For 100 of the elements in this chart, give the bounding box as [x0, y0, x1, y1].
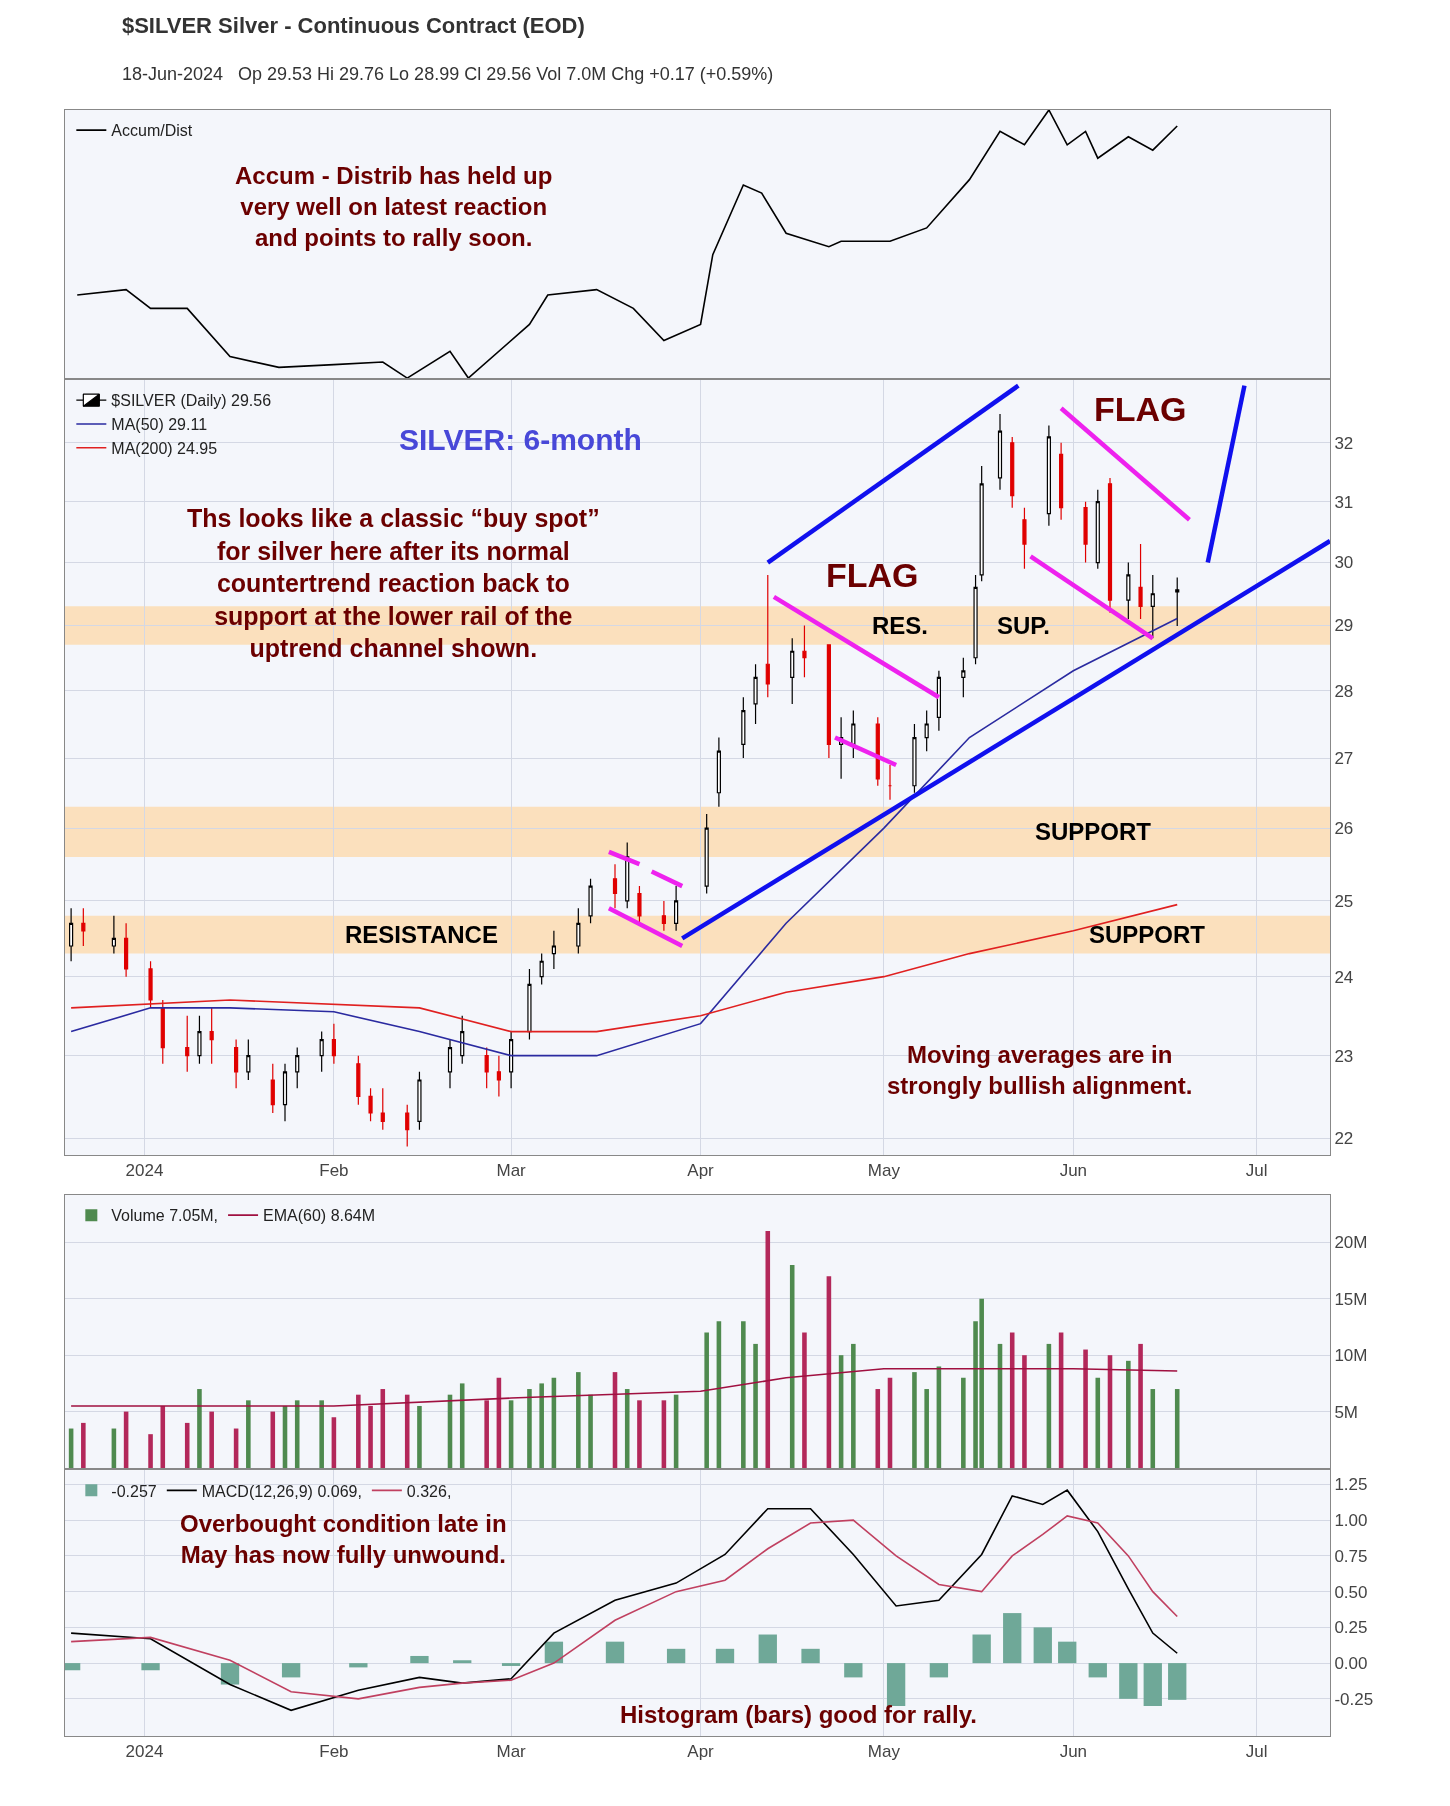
bar [184, 1422, 190, 1469]
candlestick [979, 465, 984, 582]
legend-label: 0.326, [406, 1482, 452, 1500]
legend-label: MA(200) 24.95 [111, 440, 218, 458]
annotation: Overbought condition late in May has now fully unwound. [180, 1510, 507, 1569]
bar [875, 1389, 881, 1469]
bar [1126, 1360, 1131, 1469]
bar [356, 1394, 361, 1469]
candlestick [417, 1071, 422, 1131]
candlestick [1126, 561, 1131, 620]
legend-label: Accum/Dist [111, 122, 193, 140]
candlestick [637, 885, 642, 924]
bar [801, 1648, 820, 1664]
x-tick-label: Apr [687, 1161, 715, 1181]
bar [912, 1372, 917, 1469]
bar [1033, 1627, 1052, 1664]
bar [1138, 1343, 1143, 1469]
candlestick [887, 764, 893, 801]
y-tick-label: 31 [1334, 492, 1354, 512]
bar [294, 1400, 300, 1469]
y-tick-label: 28 [1334, 681, 1354, 701]
candlestick [961, 657, 966, 698]
y-tick-label: 5M [1334, 1402, 1359, 1422]
annotation: SILVER: 6-month [399, 423, 642, 456]
bar [1174, 1389, 1180, 1469]
y-tick-label: -0.25 [1334, 1689, 1374, 1709]
chart-title: $SILVER Silver - Continuous Contract (EOD) [121, 13, 585, 39]
x-tick-label: Apr [687, 1742, 715, 1762]
bar [349, 1663, 368, 1668]
bar [501, 1663, 521, 1666]
x-tick-label: May [867, 1161, 901, 1181]
annotation: FLAG [1094, 390, 1187, 428]
bar [605, 1641, 625, 1664]
bar [527, 1389, 532, 1469]
candlestick [912, 723, 917, 794]
candlestick [460, 1015, 465, 1065]
y-tick-label: 0.50 [1334, 1582, 1368, 1602]
candlestick [588, 878, 593, 924]
bar [624, 1389, 630, 1469]
y-tick-label: 1.00 [1334, 1511, 1368, 1531]
x-tick-label: Feb [319, 1161, 349, 1181]
bar [319, 1400, 324, 1469]
band-label: RESISTANCE [345, 921, 498, 948]
bar [281, 1663, 301, 1678]
candlestick [282, 1063, 288, 1122]
bar [1083, 1349, 1088, 1469]
bar [539, 1383, 544, 1469]
bar [844, 1663, 863, 1678]
y-tick-label: 23 [1334, 1046, 1354, 1066]
candlestick [319, 1030, 324, 1073]
candlestick [661, 900, 666, 932]
legend-label: $SILVER (Daily) 29.56 [111, 392, 272, 410]
candlestick [209, 1007, 214, 1065]
candlestick [270, 1063, 275, 1114]
y-tick-label: 26 [1334, 819, 1354, 839]
candlestick [790, 637, 795, 705]
bar [484, 1400, 489, 1469]
bar [220, 1663, 240, 1685]
bar [1009, 1332, 1015, 1469]
bar [972, 1634, 991, 1664]
candlestick [802, 624, 807, 678]
candlestick [447, 1038, 453, 1089]
candlestick [674, 885, 679, 932]
annotation: SUP. [997, 612, 1050, 639]
candlestick [148, 960, 153, 1009]
bar [270, 1411, 276, 1469]
y-tick-label: 15M [1334, 1289, 1368, 1309]
bar [417, 1405, 422, 1469]
annotation: Histogram (bars) good for rally. [620, 1701, 977, 1728]
candlestick [1059, 442, 1064, 521]
bar [246, 1400, 251, 1469]
x-tick-label: Jul [1245, 1161, 1268, 1181]
candlestick [539, 953, 544, 986]
bar [851, 1343, 856, 1469]
legend-label: -0.257 [111, 1482, 157, 1500]
candlestick [527, 968, 532, 1041]
candlestick [246, 1038, 251, 1081]
x-tick-label: 2024 [125, 1742, 164, 1762]
candlestick [973, 574, 978, 665]
bar [160, 1405, 166, 1469]
annotation: Moving averages are in strongly bullish alignment. [887, 1041, 1193, 1100]
y-tick-label: 0.75 [1334, 1546, 1368, 1566]
candlestick [765, 574, 770, 698]
bar [141, 1663, 160, 1671]
bar [453, 1660, 472, 1664]
candlestick [612, 863, 618, 909]
candlestick [380, 1087, 385, 1131]
candlestick [234, 1038, 239, 1089]
x-tick-label: May [867, 1742, 901, 1762]
candlestick [356, 1055, 361, 1106]
candlestick [295, 1046, 300, 1089]
candlestick [924, 709, 929, 752]
y-tick-label: 0.25 [1334, 1618, 1368, 1638]
line-series [70, 1515, 1179, 1700]
bar [588, 1394, 593, 1469]
bar [380, 1389, 386, 1469]
band-label: SUPPORT [1035, 818, 1152, 845]
candlestick [331, 1023, 336, 1065]
candlestick [753, 663, 758, 725]
chart-subtitle: 18-Jun-2024 Op 29.53 Hi 29.76 Lo 28.99 Cl 29.56 Vol 7.0M Chg +0.17 (+0.59%) [121, 63, 774, 84]
